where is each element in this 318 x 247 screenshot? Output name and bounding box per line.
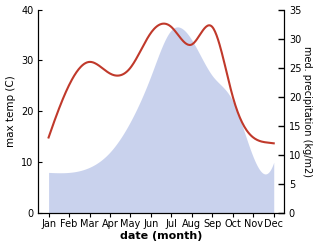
X-axis label: date (month): date (month) bbox=[120, 231, 202, 242]
Y-axis label: max temp (C): max temp (C) bbox=[5, 75, 16, 147]
Y-axis label: med. precipitation (kg/m2): med. precipitation (kg/m2) bbox=[302, 46, 313, 177]
